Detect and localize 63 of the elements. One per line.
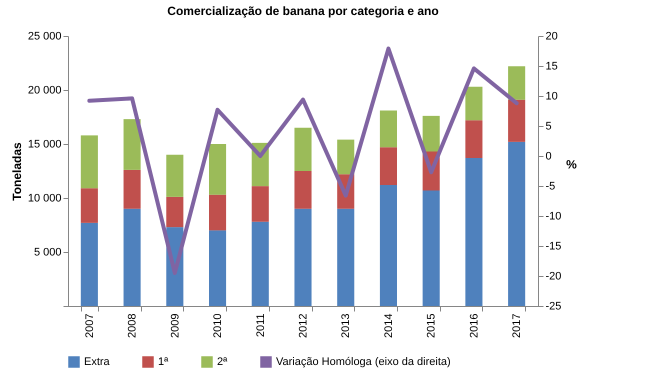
line-series	[87, 46, 519, 275]
bar	[380, 110, 397, 148]
y2-axis-title: %	[566, 158, 578, 172]
bar	[380, 147, 397, 186]
bar	[209, 144, 226, 195]
bar	[337, 208, 354, 306]
bar	[508, 66, 526, 100]
y-tick-label: 5 000	[34, 246, 62, 258]
bar	[80, 135, 98, 188]
x-tick-label: 2012	[298, 314, 310, 338]
legend-label: 2ª	[217, 356, 228, 368]
x-tick-label: 2009	[169, 314, 182, 338]
bar	[166, 154, 184, 197]
x-tick-label: 2010	[212, 314, 224, 338]
y2-tick-label: -20	[546, 270, 562, 282]
x-tick-label: 2015	[426, 314, 438, 338]
x-tick-label: 2008	[126, 314, 139, 338]
bar	[252, 186, 269, 222]
y-axis-title: Toneladas	[10, 142, 24, 201]
bar	[124, 208, 141, 306]
bar	[166, 196, 184, 228]
bar	[508, 142, 526, 306]
legend-label: 1ª	[158, 356, 170, 368]
bar	[465, 86, 482, 120]
bar	[422, 116, 440, 152]
bar	[380, 185, 397, 306]
bar	[209, 194, 226, 230]
bar	[508, 100, 526, 142]
y-tick-label: 10 000	[28, 192, 62, 204]
bar	[465, 120, 482, 158]
bar	[124, 119, 141, 170]
y2-tick-label: -5	[546, 180, 556, 192]
x-tick-label: 2014	[382, 314, 395, 338]
y2-tick-label: 10	[546, 90, 558, 102]
bar	[294, 171, 312, 209]
y2-tick-label: 20	[546, 30, 558, 42]
bar	[124, 170, 141, 209]
legend-label: Variação Homóloga (eixo da direita)	[276, 356, 451, 368]
y2-tick-label: -25	[546, 300, 562, 312]
y-tick-label: 25 000	[28, 30, 62, 42]
y-tick-label: 15 000	[28, 138, 62, 150]
bar	[294, 208, 312, 306]
legend-label: Extra	[84, 356, 111, 368]
bar	[294, 128, 312, 171]
y2-tick-label: 15	[546, 60, 558, 72]
x-tick-label: 2016	[468, 314, 480, 338]
bar	[80, 222, 98, 306]
bar	[337, 140, 354, 174]
x-tick-label: 2007	[84, 314, 96, 338]
y2-tick-label: 0	[546, 150, 552, 162]
x-tick-label: 2011	[254, 314, 267, 338]
y2-tick-label: 5	[546, 120, 552, 132]
y2-tick-label: -10	[546, 210, 562, 222]
bar	[465, 158, 482, 306]
y-tick-label: 20 000	[28, 84, 62, 96]
bar	[422, 190, 440, 306]
bar	[252, 222, 269, 306]
chart-title: Comercialização de banana por categoria e ano	[167, 4, 439, 18]
bar	[209, 230, 226, 306]
y2-tick-label: -15	[546, 240, 562, 252]
x-tick-label: 2017	[511, 314, 524, 338]
bar	[80, 188, 98, 223]
x-tick-label: 2013	[340, 314, 352, 338]
